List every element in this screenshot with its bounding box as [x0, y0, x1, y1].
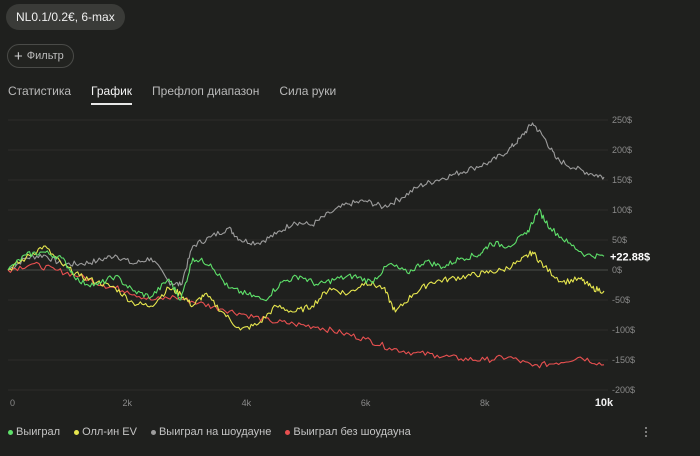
- legend-dot-non-showdown: [285, 429, 291, 435]
- results-chart: 250$ 200$ 150$ 100$ 50$ 0$ -50$ -100$ -150$ -200$…: [7, 115, 650, 409]
- tab-hand-strength[interactable]: Сила руки: [279, 84, 337, 98]
- legend-item-showdown[interactable]: Выиграл на шоудауне: [150, 426, 272, 438]
- legend-item-allin-ev[interactable]: Олл-ин EV: [74, 426, 137, 438]
- series-line-2: [7, 122, 605, 287]
- legend-label-showdown: Выиграл на шоудауне: [158, 426, 272, 438]
- tab-graph[interactable]: График: [91, 84, 133, 105]
- series-line-1: [7, 245, 605, 331]
- series-line-0: [7, 208, 605, 302]
- x-tick-label: 4k: [242, 398, 252, 408]
- legend-dot-allin-ev: [74, 429, 80, 435]
- x-tick-label: 2k: [122, 398, 132, 408]
- y-tick-label: 0$: [612, 265, 622, 275]
- more-options-icon[interactable]: [640, 424, 652, 440]
- y-tick-label: 200$: [612, 145, 632, 155]
- legend-dot-showdown: [150, 429, 156, 435]
- tab-preflop-range[interactable]: Префлоп диапазон: [152, 84, 260, 98]
- filter-button[interactable]: + Фильтр: [7, 44, 74, 68]
- y-tick-label: 250$: [612, 115, 632, 125]
- y-tick-label: -200$: [612, 385, 635, 395]
- tab-statistics[interactable]: Статистика: [8, 84, 72, 98]
- session-label[interactable]: NL0.1/0.2€, 6-max: [6, 4, 125, 30]
- legend-label-won: Выиграл: [16, 426, 61, 438]
- end-value-label: +22.88$: [610, 251, 650, 263]
- filter-label: Фильтр: [26, 50, 64, 62]
- y-tick-label: -150$: [612, 355, 635, 365]
- chart-legend: Выиграл Олл-ин EV Выиграл на шоудауне Вы…: [8, 426, 411, 438]
- legend-label-allin-ev: Олл-ин EV: [82, 426, 137, 438]
- legend-dot-won: [8, 429, 13, 435]
- x-tick-label: 6k: [361, 398, 371, 408]
- legend-item-non-showdown[interactable]: Выиграл без шоудауна: [285, 426, 411, 438]
- y-tick-label: 50$: [612, 235, 627, 245]
- y-tick-label: 100$: [612, 205, 632, 215]
- x-tick-label: 0: [10, 398, 15, 408]
- legend-label-non-showdown: Выиграл без шоудауна: [293, 426, 411, 438]
- x-tick-label: 8k: [480, 398, 490, 408]
- tab-bar: Статистика График Префлоп диапазон Сила …: [8, 84, 356, 105]
- x-tick-label: 10k: [595, 397, 614, 409]
- plus-icon: +: [14, 47, 23, 65]
- y-tick-label: 150$: [612, 175, 632, 185]
- legend-item-won[interactable]: Выиграл: [8, 426, 60, 438]
- series-line-3: [7, 261, 605, 369]
- y-tick-label: -50$: [612, 295, 630, 305]
- y-tick-label: -100$: [612, 325, 635, 335]
